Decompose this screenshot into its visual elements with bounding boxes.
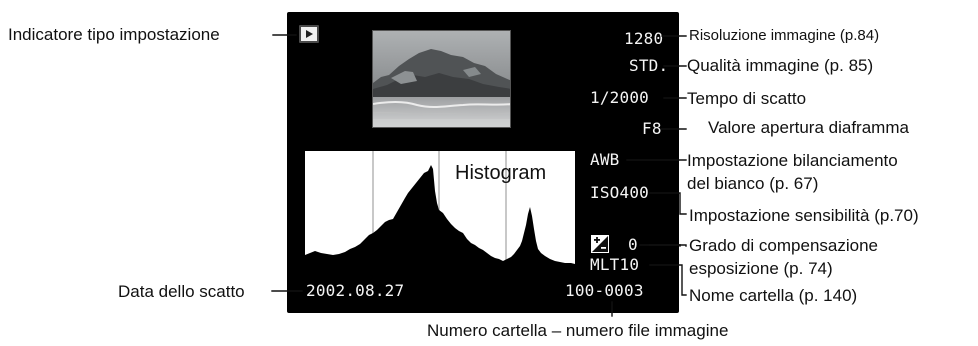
exposure-compensation-icon [591,235,609,253]
label-white-balance-line2: del bianco (p. 67) [687,174,819,193]
date-value: 2002.08.27 [306,281,405,300]
white-balance-value: AWB [590,150,620,169]
label-folder-file-number: Numero cartella – numero file immagine [427,321,729,340]
resolution-value: 1280 [624,29,664,48]
label-shutter-time: Tempo di scatto [687,89,807,108]
label-white-balance-line1: Impostazione bilanciamento [687,151,898,170]
label-exposure-compensation-line2: esposizione (p. 74) [689,259,833,278]
file-number-value: 100-0003 [565,281,644,300]
image-thumbnail [372,30,511,128]
play-icon [299,25,319,43]
aperture-value: F8 [642,119,662,138]
shutter-speed-value: 1/2000 [590,88,649,107]
exposure-compensation-value: 0 [628,235,638,254]
label-aperture-value: Valore apertura diaframma [708,118,909,137]
label-setting-type-indicator: Indicatore tipo impostazione [8,25,220,44]
sensitivity-value: ISO400 [590,183,649,202]
label-shot-date: Data dello scatto [118,282,245,301]
folder-name-value: MLT10 [590,255,640,274]
label-image-resolution: Risoluzione immagine (p.84) [689,27,880,44]
histogram: Histogram [305,151,575,280]
label-sensitivity: Impostazione sensibilità (p.70) [689,206,919,225]
histogram-title: Histogram [455,162,547,184]
label-image-quality: Qualità immagine (p. 85) [687,56,874,75]
quality-value: STD. [629,56,669,75]
label-exposure-compensation-line1: Grado di compensazione [689,236,879,255]
label-folder-name: Nome cartella (p. 140) [689,286,858,305]
